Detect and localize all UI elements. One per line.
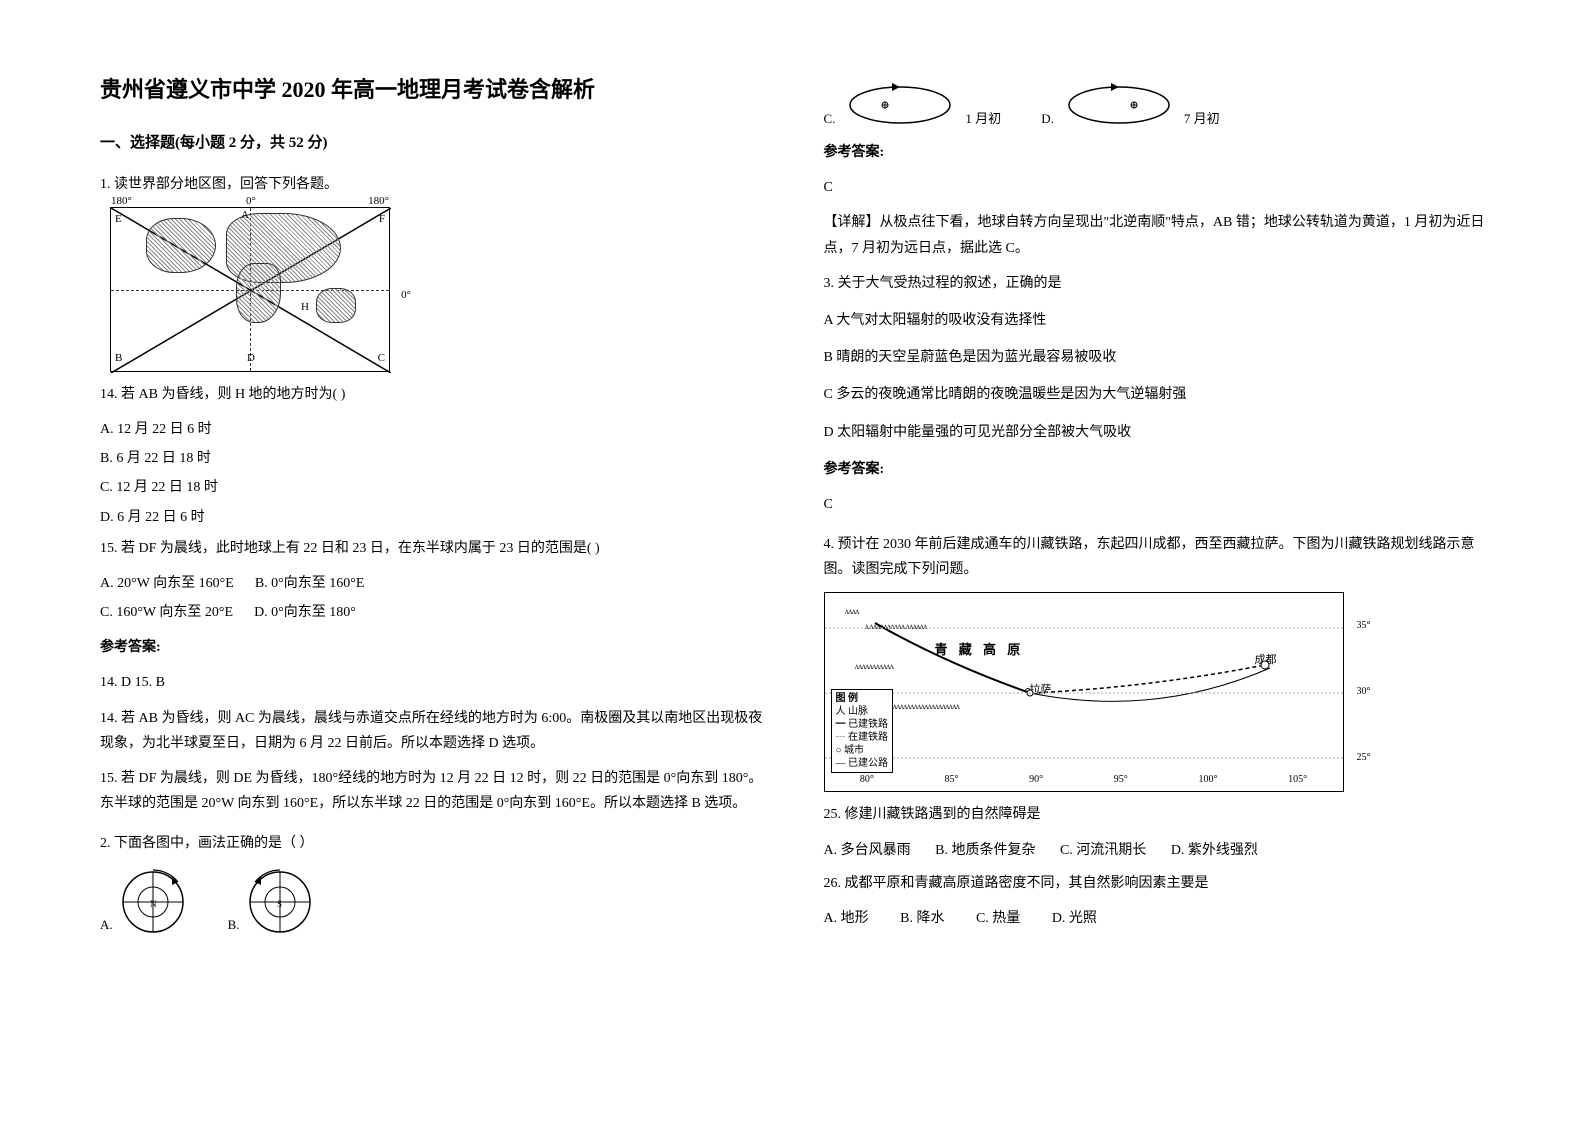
corner-H: H [301, 298, 309, 318]
lat-0: 0° [401, 286, 411, 306]
globe-A-icon: N [118, 867, 188, 937]
q2-tag-D: 7 月初 [1184, 107, 1220, 130]
lon-2: 90° [1029, 771, 1043, 789]
orbit-D-icon [1059, 80, 1179, 130]
lon-3: 95° [1114, 771, 1128, 789]
q2-exp: 【详解】从极点往下看，地球自转方向呈现出"北逆南顺"特点，AB 错；地球公转轨道… [824, 210, 1488, 260]
q4-stem: 4. 预计在 2030 年前后建成通车的川藏铁路，东起四川成都，西至西藏拉萨。下… [824, 532, 1488, 582]
question-1: 1. 读世界部分地区图，回答下列各题。 180° 0° 180° 0° E A … [100, 172, 764, 817]
svg-text:S: S [277, 899, 282, 909]
corner-E: E [115, 210, 122, 230]
legend-item-0: 人 山脉 [836, 705, 889, 718]
q2-diagram-B: B. S [228, 867, 315, 937]
q2-ref-label: 参考答案: [824, 140, 1488, 165]
q2-row-ab: A. N B. S [100, 867, 764, 937]
q2-diagram-C: C. 1 月初 [824, 80, 1002, 130]
q1-15-row2: C. 160°W 向东至 20°E D. 0°向东至 180° [100, 600, 764, 625]
q1-exp15: 15. 若 DF 为晨线，则 DE 为昏线，180°经线的地方时为 12 月 2… [100, 766, 764, 816]
q4-26-opts: A. 地形 B. 降水 C. 热量 D. 光照 [824, 906, 1488, 931]
q1-14-D: D. 6 月 22 日 6 时 [100, 505, 764, 530]
lon-0: 80° [860, 771, 874, 789]
q3-ref-label: 参考答案: [824, 457, 1488, 482]
map-legend: 图 例 人 山脉 ━ 已建铁路 ┄ 在建铁路 ○ 城市 — 已建公路 [831, 689, 894, 773]
legend-item-3: ○ 城市 [836, 744, 889, 757]
q2-answer: C [824, 175, 1488, 200]
corner-C: C [378, 349, 385, 369]
q1-15-A: A. 20°W 向东至 160°E [100, 576, 234, 591]
q3-A: A 大气对太阳辐射的吸收没有选择性 [824, 308, 1488, 333]
q4-sub26-stem: 26. 成都平原和青藏高原道路密度不同，其自然影响因素主要是 [824, 871, 1488, 896]
doc-title: 贵州省遵义市中学 2020 年高一地理月考试卷含解析 [100, 70, 764, 110]
legend-item-2: ┄ 在建铁路 [836, 731, 889, 744]
q4-25-A: A. 多台风暴雨 [824, 843, 911, 858]
lat-1: 30° [1357, 683, 1371, 701]
q1-sub15-stem: 15. 若 DF 为晨线，此时地球上有 22 日和 23 日，在东半球内属于 2… [100, 536, 764, 561]
left-column: 贵州省遵义市中学 2020 年高一地理月考试卷含解析 一、选择题(每小题 2 分… [100, 70, 764, 1052]
q2-label-B: B. [228, 913, 240, 936]
q4-26-D: D. 光照 [1052, 911, 1097, 926]
q4-25-C: C. 河流汛期长 [1060, 843, 1146, 858]
question-3: 3. 关于大气受热过程的叙述，正确的是 A 大气对太阳辐射的吸收没有选择性 B … [824, 271, 1488, 517]
q4-26-C: C. 热量 [976, 911, 1020, 926]
corner-D: D [247, 349, 255, 369]
world-map-figure: 180° 0° 180° 0° E A F B D C H [110, 207, 390, 372]
lat-2: 25° [1357, 749, 1371, 767]
q4-sub25-stem: 25. 修建川藏铁路遇到的自然障碍是 [824, 802, 1488, 827]
corner-F: F [379, 210, 385, 230]
corner-B: B [115, 349, 122, 369]
q1-15-B: B. 0°向东至 160°E [255, 576, 365, 591]
q1-ref-label: 参考答案: [100, 635, 764, 660]
q1-14-B: B. 6 月 22 日 18 时 [100, 446, 764, 471]
lat-0: 35° [1357, 617, 1371, 635]
q1-15-row1: A. 20°W 向东至 160°E B. 0°向东至 160°E [100, 571, 764, 596]
svg-text:N: N [150, 899, 157, 909]
q2-diagram-D: D. 7 月初 [1041, 80, 1219, 130]
q4-25-opts: A. 多台风暴雨 B. 地质条件复杂 C. 河流汛期长 D. 紫外线强烈 [824, 838, 1488, 863]
q1-sub14-stem: 14. 若 AB 为昏线，则 H 地的地方时为( ) [100, 382, 764, 407]
lon-5: 105° [1288, 771, 1307, 789]
q1-answers: 14. D 15. B [100, 670, 764, 695]
q4-26-B: B. 降水 [900, 911, 944, 926]
q2-label-C: C. [824, 107, 836, 130]
legend-item-1: ━ 已建铁路 [836, 718, 889, 731]
q2-label-D: D. [1041, 107, 1054, 130]
q2-diagram-A: A. N [100, 867, 188, 937]
q1-stem: 1. 读世界部分地区图，回答下列各题。 [100, 172, 764, 197]
lat-labels: 35° 30° 25° [1357, 593, 1371, 791]
q2-stem: 2. 下面各图中，画法正确的是（ ） [100, 831, 764, 856]
q1-14-A: A. 12 月 22 日 6 时 [100, 417, 764, 442]
q3-stem: 3. 关于大气受热过程的叙述，正确的是 [824, 271, 1488, 296]
q4-25-B: B. 地质条件复杂 [935, 843, 1035, 858]
globe-B-icon: S [245, 867, 315, 937]
q3-C: C 多云的夜晚通常比晴朗的夜晚温暖些是因为大气逆辐射强 [824, 382, 1488, 407]
q1-15-C: C. 160°W 向东至 20°E [100, 605, 233, 620]
section-header: 一、选择题(每小题 2 分，共 52 分) [100, 130, 764, 157]
q1-exp14: 14. 若 AB 为昏线，则 AC 为晨线，晨线与赤道交点所在经线的地方时为 6… [100, 706, 764, 756]
legend-title: 图 例 [836, 692, 889, 705]
right-column: C. 1 月初 D. 7 月初 参考答案: C 【详解】从极点往下看，地球自转方… [824, 70, 1488, 1052]
q3-D: D 太阳辐射中能量强的可见光部分全部被大气吸收 [824, 420, 1488, 445]
tibet-map-figure: ᴧᴧᴧᴧ ᴧ ᴧᴧᴧᴧᴧᴧᴧᴧᴧᴧ ᴧᴧᴧᴧᴧᴧ ᴧᴧᴧᴧᴧᴧᴧᴧᴧᴧᴧ ᴧᴧᴧ… [824, 592, 1344, 792]
q3-answer: C [824, 492, 1488, 517]
q1-14-C: C. 12 月 22 日 18 时 [100, 475, 764, 500]
orbit-C-icon [840, 80, 960, 130]
q3-B: B 晴朗的天空呈蔚蓝色是因为蓝光最容易被吸收 [824, 345, 1488, 370]
corner-A: A [241, 206, 249, 226]
legend-item-4: — 已建公路 [836, 757, 889, 770]
lon-labels: 80° 85° 90° 95° 100° 105° [825, 771, 1343, 789]
q1-15-D: D. 0°向东至 180° [254, 605, 356, 620]
q2-row-cd: C. 1 月初 D. 7 月初 [824, 80, 1488, 130]
q2-label-A: A. [100, 913, 113, 936]
q4-25-D: D. 紫外线强烈 [1171, 843, 1258, 858]
q4-26-A: A. 地形 [824, 911, 869, 926]
lon-1: 85° [944, 771, 958, 789]
question-4: 4. 预计在 2030 年前后建成通车的川藏铁路，东起四川成都，西至西藏拉萨。下… [824, 532, 1488, 931]
q2-tag-C: 1 月初 [965, 107, 1001, 130]
lon-4: 100° [1198, 771, 1217, 789]
